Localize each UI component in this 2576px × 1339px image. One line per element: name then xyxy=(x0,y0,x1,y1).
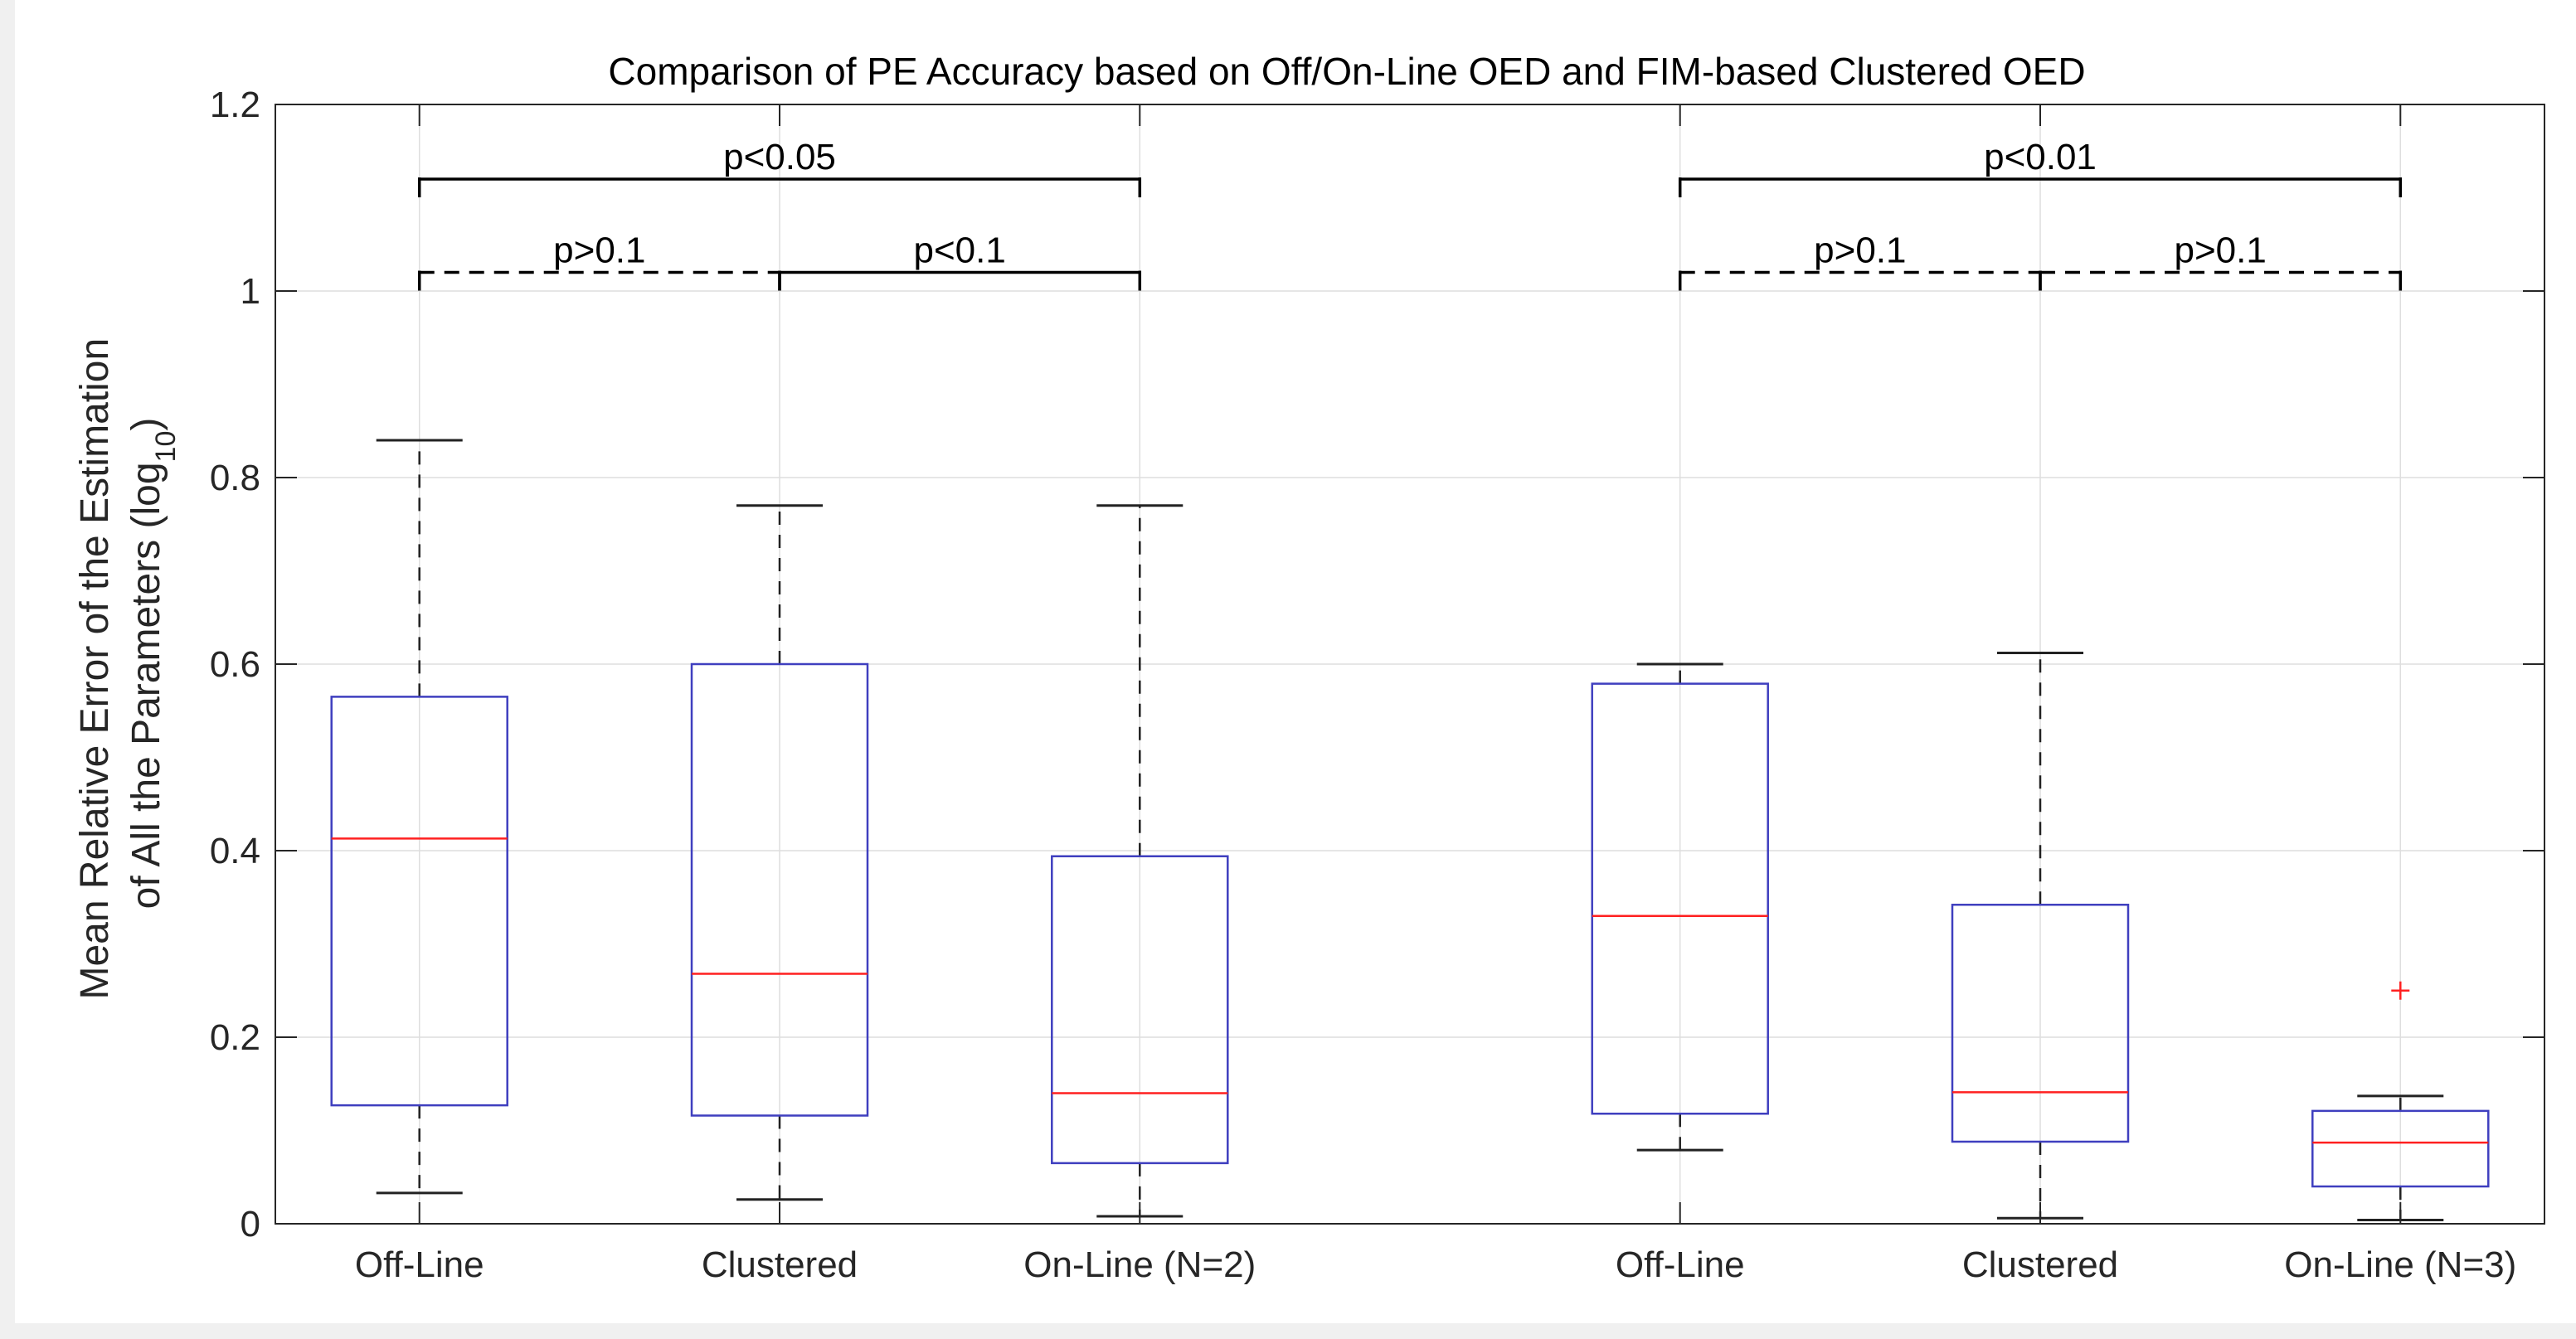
significance-label: p>0.1 xyxy=(2174,230,2266,271)
iqr-box xyxy=(1051,855,1229,1165)
y-axis-label-close: ) xyxy=(124,418,168,431)
x-tick-label: On-Line (N=3) xyxy=(2284,1244,2516,1285)
y-axis-label: Mean Relative Error of the Estimation of… xyxy=(73,327,182,999)
x-tick-label: Off-Line xyxy=(1616,1244,1745,1285)
significance-bracket: p<0.01 xyxy=(1678,137,2403,197)
y-tick-label: 0.4 xyxy=(210,831,260,871)
box-group xyxy=(1951,652,2130,1220)
significance-bracket: p>0.1 xyxy=(417,230,781,291)
y-tick-label: 0 xyxy=(241,1204,260,1244)
iqr-box xyxy=(1591,682,1769,1115)
iqr-box xyxy=(690,662,869,1117)
box-group xyxy=(690,504,869,1201)
significance-bracket: p>0.1 xyxy=(2039,230,2403,291)
chart-title: Comparison of PE Accuracy based on Off/O… xyxy=(608,50,2085,93)
ticks-layer: 0 0.2 0.4 0.6 0.8 1 1.2 Off-Line Clustered On-Lin… xyxy=(210,85,2544,1285)
x-tick-label: Clustered xyxy=(702,1244,858,1285)
significance-label: p<0.05 xyxy=(723,137,836,177)
iqr-box xyxy=(2311,1109,2490,1188)
box-group xyxy=(1591,662,1769,1152)
y-axis-label-subscript: 10 xyxy=(150,431,182,463)
y-axis-label-line1: Mean Relative Error of the Estimation xyxy=(73,338,117,1000)
significance-bracket: p<0.05 xyxy=(417,137,1142,197)
significance-bracket: p<0.1 xyxy=(778,230,1142,291)
y-tick-label: 1.2 xyxy=(210,85,260,125)
iqr-box xyxy=(1951,904,2130,1143)
box-group xyxy=(330,439,508,1195)
x-tick-label: Off-Line xyxy=(355,1244,484,1285)
y-axis-label-line2: of All the Parameters (log xyxy=(124,462,168,909)
significance-label: p>0.1 xyxy=(1814,230,1906,271)
boxes-layer xyxy=(330,439,2490,1221)
figure-panel: p<0.05 p>0.1 p<0.1 p<0.01 p>0.1 p>0.1 0 0.2 0.4… xyxy=(15,0,2576,1323)
outlier-marker xyxy=(2391,981,2410,1000)
y-tick-label: 0.8 xyxy=(210,458,260,498)
y-tick-label: 0.6 xyxy=(210,644,260,685)
x-tick-label: On-Line (N=2) xyxy=(1023,1244,1256,1285)
significance-bracket: p>0.1 xyxy=(1678,230,2042,291)
box-group xyxy=(2311,981,2490,1221)
box-plot-chart: p<0.05 p>0.1 p<0.1 p<0.01 p>0.1 p>0.1 0 0.2 0.4… xyxy=(73,50,2545,1285)
significance-label: p>0.1 xyxy=(553,230,645,271)
iqr-box xyxy=(330,696,508,1107)
significance-label: p<0.1 xyxy=(913,230,1005,271)
significance-label: p<0.01 xyxy=(1984,137,2097,177)
grid-layer xyxy=(275,104,2544,1225)
x-tick-label: Clustered xyxy=(1962,1244,2118,1285)
significance-layer: p<0.05 p>0.1 p<0.1 p<0.01 p>0.1 p>0.1 xyxy=(417,137,2403,291)
y-tick-label: 0.2 xyxy=(210,1017,260,1058)
y-tick-label: 1 xyxy=(241,271,260,312)
